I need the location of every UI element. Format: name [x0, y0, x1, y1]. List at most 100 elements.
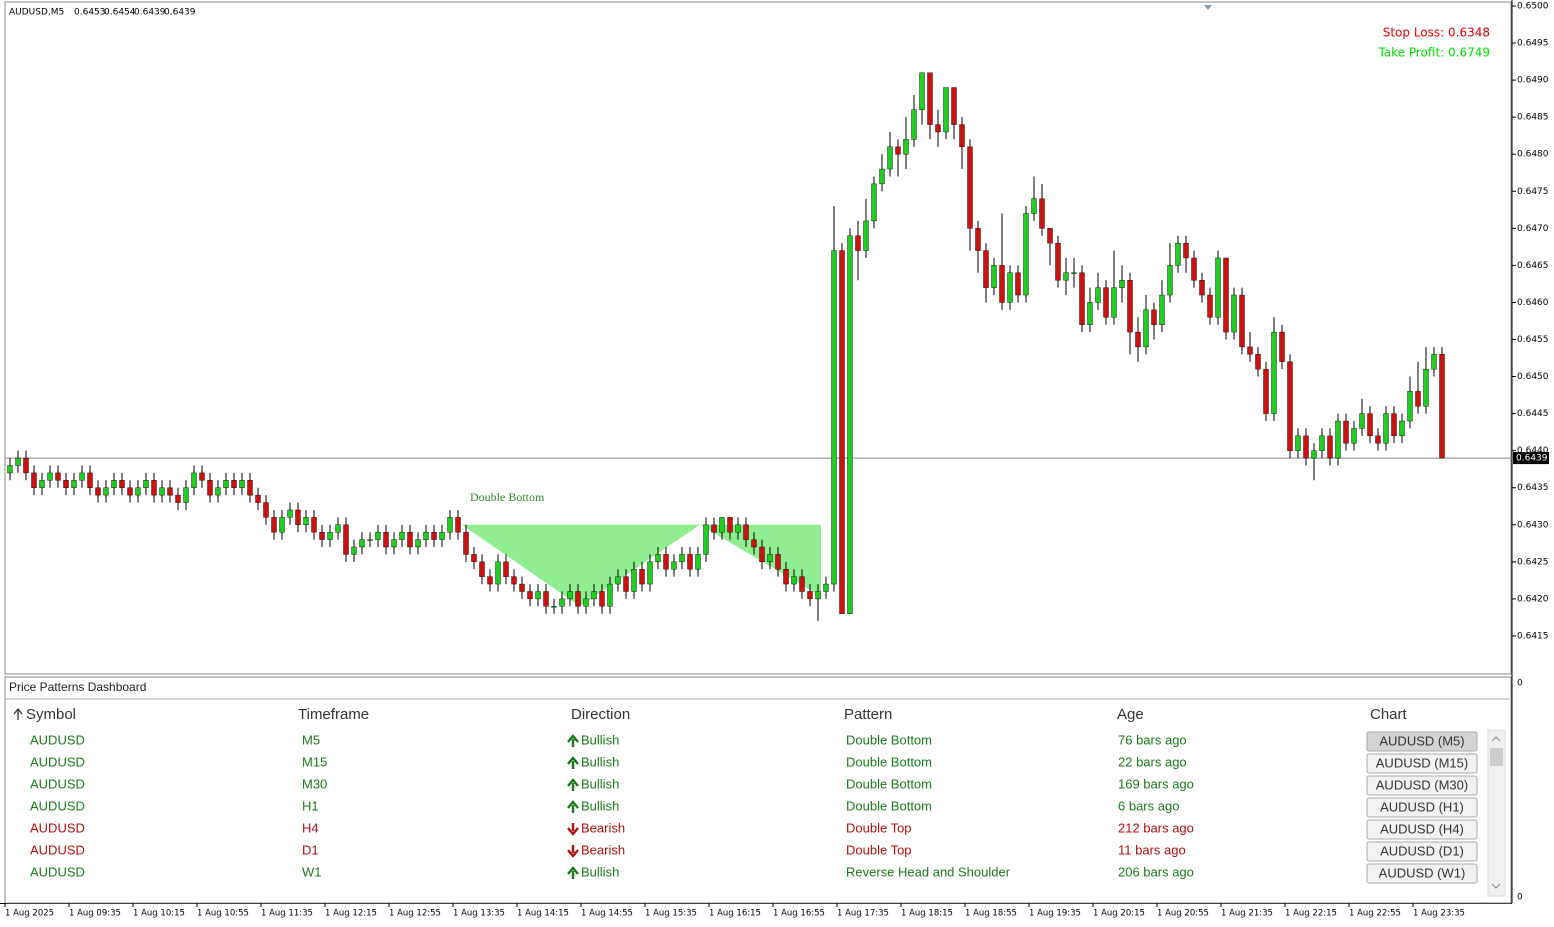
candle-body [407, 531, 413, 548]
candle-body [999, 265, 1005, 303]
x-tick-label: 1 Aug 11:35 [261, 909, 313, 919]
candle-body [143, 480, 149, 488]
candle-body [423, 531, 429, 540]
candle-body [983, 250, 989, 288]
candle-body [63, 480, 69, 488]
candle-body [855, 235, 861, 251]
candle-body [1191, 257, 1197, 281]
candle-body [239, 480, 245, 488]
cell-pattern: Double Bottom [846, 732, 932, 747]
x-tick-label: 1 Aug 09:35 [69, 909, 121, 919]
candle-body [1247, 346, 1253, 355]
candle-body [655, 554, 661, 563]
candle-body [119, 480, 125, 488]
x-tick-label: 1 Aug 14:15 [517, 909, 569, 919]
scroll-down[interactable] [1491, 883, 1501, 889]
scrollbar[interactable] [1487, 729, 1506, 897]
x-tick-label: 1 Aug 10:55 [197, 909, 249, 919]
x-tick-label: 1 Aug 16:55 [773, 909, 825, 919]
candle-body [167, 487, 173, 496]
cell-direction: Bullish [581, 754, 619, 769]
y-tick-label: 0.6445 [1517, 409, 1549, 419]
candle-body [15, 457, 21, 466]
cell-symbol: AUDUSD [30, 776, 85, 791]
candle-body [1111, 287, 1117, 318]
y-tick-label: 0.6420 [1517, 594, 1549, 604]
y-tick-label: 0.6465 [1517, 261, 1549, 271]
candle-body [1391, 413, 1397, 437]
candle-body [1007, 272, 1013, 303]
chart-button-face [1366, 731, 1478, 752]
ohlc-value: 0.6439 [134, 8, 166, 18]
scroll-thumb[interactable] [1490, 748, 1503, 766]
chart-button-face [1366, 753, 1478, 774]
candle-body [895, 146, 901, 155]
candle-body [295, 509, 301, 525]
cell-direction: Bullish [581, 776, 619, 791]
candle-body [903, 139, 909, 155]
candle-body [1095, 287, 1101, 303]
x-tick-label: 1 Aug 12:55 [389, 909, 441, 919]
chart-button[interactable]: AUDUSD (H4) [1366, 819, 1478, 840]
y-tick-label: 0.6455 [1517, 335, 1549, 345]
x-tick-label: 1 Aug 10:15 [133, 909, 185, 919]
x-tick-label: 1 Aug 19:35 [1029, 909, 1081, 919]
chart-button[interactable]: AUDUSD (D1) [1366, 841, 1478, 862]
chart-button-label: AUDUSD (D1) [1380, 843, 1464, 858]
candle-body [1207, 294, 1213, 318]
y-tick-label: 0.6470 [1517, 224, 1549, 234]
chart-button[interactable]: AUDUSD (H1) [1366, 797, 1478, 818]
chart-button-label: AUDUSD (W1) [1379, 865, 1466, 880]
cell-timeframe: M30 [302, 776, 327, 791]
candle-body [55, 472, 61, 481]
candle-body [1103, 287, 1109, 318]
direction-icon [567, 845, 579, 858]
x-tick-label: 1 Aug 22:15 [1285, 909, 1337, 919]
cell-age: 76 bars ago [1118, 732, 1187, 747]
candle-body [207, 480, 213, 496]
chart-button-label: AUDUSD (M30) [1376, 777, 1468, 792]
take-profit: Take Profit: 0.6749 [1377, 46, 1490, 60]
candle-body [1231, 294, 1237, 333]
chart-button[interactable]: AUDUSD (M30) [1366, 775, 1478, 796]
candle-body [1031, 198, 1037, 214]
cell-direction: Bullish [581, 864, 619, 879]
chart-button-label: AUDUSD (M5) [1379, 733, 1464, 748]
candle-body [71, 480, 77, 488]
sub-axis-label: 0 [1517, 893, 1523, 903]
candle-body [623, 576, 629, 592]
candle-body [1311, 450, 1317, 459]
current-price-label: 0.6439 [1516, 454, 1548, 464]
candle-body [447, 517, 453, 533]
candle-body [415, 539, 421, 548]
cell-direction: Bullish [581, 732, 619, 747]
dashboard-panel [4, 676, 1512, 904]
candle-body [223, 480, 229, 488]
candle-body [103, 487, 109, 496]
candle-body [959, 124, 965, 148]
candle-body [263, 502, 269, 518]
scroll-up[interactable] [1491, 736, 1501, 742]
candle-body [759, 546, 765, 563]
direction-icon [567, 756, 579, 769]
x-tick-label: 1 Aug 12:15 [325, 909, 377, 919]
candle-body [311, 517, 317, 533]
chart-button[interactable]: AUDUSD (W1) [1366, 863, 1478, 884]
candle-body [607, 583, 613, 607]
candle-body [255, 494, 261, 503]
candle-body [1023, 213, 1029, 296]
candle-body [1439, 354, 1445, 459]
current-price-box [1513, 452, 1549, 465]
cell-pattern: Double Top [846, 820, 912, 835]
candle-body [343, 524, 349, 555]
x-tick-label: 1 Aug 18:55 [965, 909, 1017, 919]
candle-body [679, 554, 685, 563]
candle-body [1319, 435, 1325, 451]
chart-button[interactable]: AUDUSD (M5) [1366, 731, 1478, 752]
x-tick-label: 1 Aug 20:15 [1093, 909, 1145, 919]
candle-body [551, 606, 557, 608]
candle-body [575, 591, 581, 607]
chart-button[interactable]: AUDUSD (M15) [1366, 753, 1478, 774]
cell-timeframe: H1 [302, 798, 319, 813]
candle-body [823, 583, 829, 592]
